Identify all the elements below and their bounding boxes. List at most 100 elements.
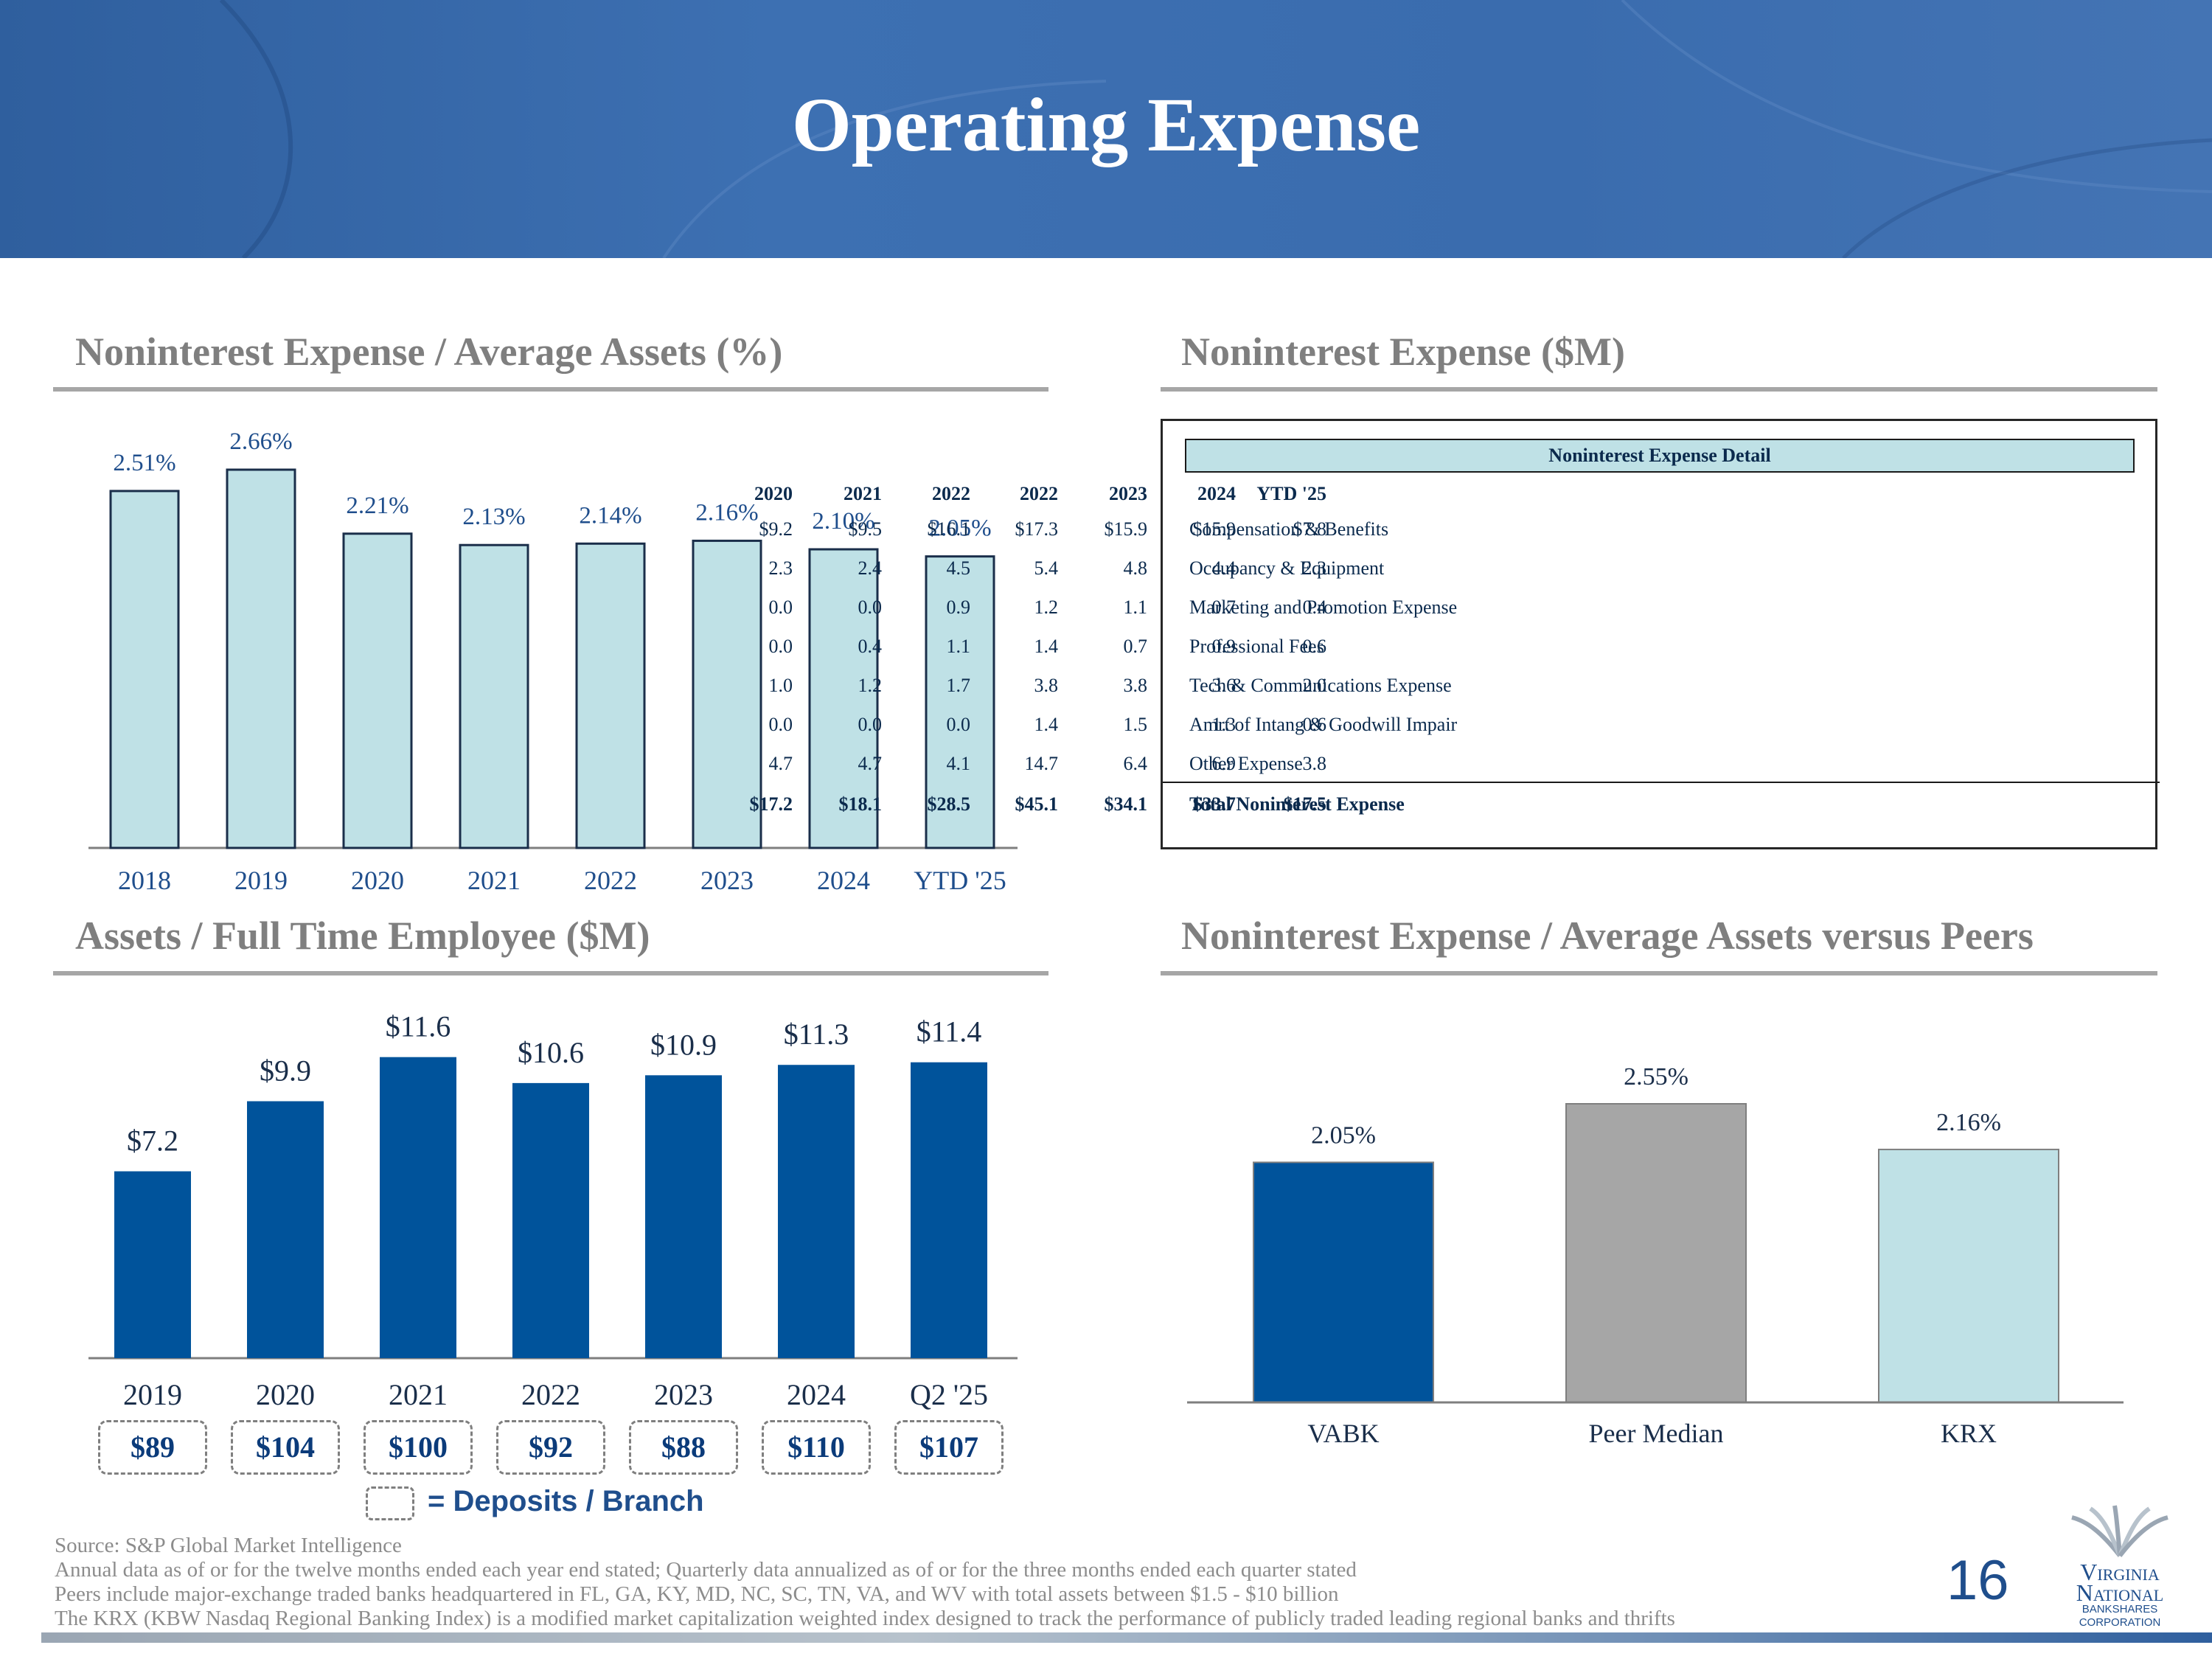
tick-label: 2024 (787, 1378, 846, 1411)
table-cell: 0.6 (1302, 636, 1327, 657)
table-cell: 0.0 (858, 597, 883, 618)
data-label: 2.16% (695, 499, 758, 526)
data-label: $9.9 (260, 1054, 311, 1088)
peer-comparison-bar-chart: 2.05% VABK 2.55% Peer Median 2.16% KRX (1187, 1063, 2124, 1448)
data-label: 2.13% (462, 504, 525, 530)
data-label: 2.05% (1311, 1121, 1376, 1149)
tick-label: VABK (1307, 1419, 1379, 1448)
tick-label: 2022 (584, 866, 637, 895)
row-label: Marketing and Promotion Expense (1189, 597, 1458, 618)
table-cell: $17.2 (749, 793, 793, 815)
table-cell: 14.7 (1024, 753, 1059, 774)
tick-label: KRX (1941, 1419, 1997, 1448)
table-row: Compensation & Benefits $9.2 $9.5 $16.1 $17.… (759, 508, 2160, 547)
bar-2022 (512, 1082, 589, 1358)
table-cell: 1.1 (946, 636, 971, 657)
data-label: 2.21% (346, 493, 408, 519)
table-cell: 4.7 (768, 753, 793, 774)
table-cell: 0.0 (768, 714, 793, 735)
table-cell: 0.6 (1302, 714, 1327, 735)
data-label: 2.51% (113, 450, 175, 476)
table-cell: $33.7 (1192, 793, 1237, 815)
expense-ratio-bar-chart: 2.51% 2018 2.66% 2019 2.21% 2020 2.13% 2021 2.14… (88, 428, 1018, 895)
table-cell: 2.3 (1302, 557, 1327, 579)
data-label: 2.66% (229, 428, 292, 455)
logo-text-corporation: CORPORATION (2079, 1616, 2161, 1629)
table-cell: 0.7 (1123, 636, 1148, 657)
bar-2019 (226, 468, 296, 849)
table-cell: 4.8 (1123, 557, 1148, 579)
data-label: $11.3 (784, 1018, 849, 1051)
section-title-expense-ratio: Noninterest Expense / Average Assets (%) (75, 330, 783, 374)
table-row: Tech & Communications Expense 1.0 1.2 1.7 3.… (769, 664, 2160, 703)
bar-2018 (109, 490, 180, 849)
bar-krx (1878, 1148, 2059, 1404)
footnotes: Source: S&P Global Market Intelligence A… (55, 1534, 1942, 1631)
table-cell: $15.9 (1104, 518, 1148, 540)
logo-text-virginia: Virginia (2080, 1559, 2160, 1585)
table-column-header: 2023 (1109, 483, 1147, 504)
data-label: $10.9 (650, 1028, 717, 1061)
data-label: 2.14% (579, 502, 641, 529)
tick-label: 2021 (389, 1378, 448, 1411)
table-cell: $45.1 (1015, 793, 1059, 815)
table-cell: 2.3 (768, 557, 793, 579)
deposits-per-branch-box: $88 (629, 1420, 738, 1475)
tick-label: 2023 (700, 866, 754, 895)
wheat-logo-icon (2071, 1505, 2168, 1557)
table-cell: $28.5 (927, 793, 971, 815)
company-logo: Virginia National BANKSHARES CORPORATION (2057, 1503, 2183, 1629)
tick-label: 2018 (118, 866, 171, 895)
data-label: 2.16% (1936, 1109, 2001, 1136)
deposits-per-branch-box: $100 (364, 1420, 473, 1475)
row-label: Occupancy & Equipment (1189, 557, 1385, 579)
bar-2020 (342, 532, 413, 849)
table-cell: 2.4 (858, 557, 883, 579)
deposits-legend-swatch (366, 1486, 414, 1520)
table-body: Compensation & Benefits $9.2 $9.5 $16.1 $17.… (750, 508, 2160, 821)
section-title-peers: Noninterest Expense / Average Assets ver… (1181, 914, 2034, 958)
data-label: $11.4 (917, 1015, 982, 1048)
table-cell: 1.4 (1034, 636, 1059, 657)
table-cell: 0.4 (1302, 597, 1327, 618)
data-label: $7.2 (127, 1124, 178, 1158)
tick-label: 2019 (123, 1378, 182, 1411)
logo-text-national: National (2076, 1579, 2164, 1606)
section-title-expense-table: Noninterest Expense ($M) (1181, 330, 1625, 374)
row-label: Tech & Communications Expense (1189, 675, 1452, 696)
deposits-per-branch-box: $89 (98, 1420, 207, 1475)
page-number: 16 (1947, 1549, 2009, 1612)
section-rule (1161, 971, 2157, 975)
bar-2021 (380, 1057, 456, 1358)
data-label: 2.05% (928, 515, 991, 542)
table-cell: 1.7 (946, 675, 971, 696)
table-cell: 3.6 (1211, 675, 1237, 696)
data-label: $11.6 (386, 1010, 451, 1043)
bar-2019 (114, 1171, 191, 1358)
row-label: Total Noninterest Expense (1189, 793, 1405, 815)
table-cell: 6.4 (1123, 753, 1148, 774)
table-cell: $34.1 (1104, 793, 1148, 815)
table-cell: 1.3 (1211, 714, 1237, 735)
table-row: Other Expense 4.7 4.7 4.1 14.7 6.4 6.9 3.8 (769, 742, 2160, 782)
bar-2023 (692, 539, 762, 849)
table-row: Professional Fees 0.0 0.4 1.1 1.4 0.7 0.9 0.6 (769, 625, 2160, 664)
table-cell: 0.0 (768, 597, 793, 618)
table-cell: 0.0 (946, 714, 971, 735)
tick-label: 2019 (234, 866, 288, 895)
deposits-legend-label: = Deposits / Branch (428, 1485, 704, 1517)
section-rule (53, 387, 1048, 392)
table-cell: $15.9 (1192, 518, 1237, 540)
row-label: Professional Fees (1189, 636, 1324, 657)
deposits-per-branch-box: $110 (762, 1420, 871, 1475)
bar-q225 (911, 1062, 987, 1358)
bar-2021 (459, 543, 529, 849)
table-cell: 4.4 (1211, 557, 1237, 579)
tick-label: 2021 (467, 866, 521, 895)
table-cell: $9.2 (759, 518, 793, 540)
table-cell: 1.2 (858, 675, 883, 696)
footnote-krx: The KRX (KBW Nasdaq Regional Banking Ind… (55, 1607, 1675, 1630)
data-label: 2.10% (812, 508, 874, 535)
bar-vabk (1253, 1161, 1434, 1403)
table-cell: 3.8 (1123, 675, 1148, 696)
